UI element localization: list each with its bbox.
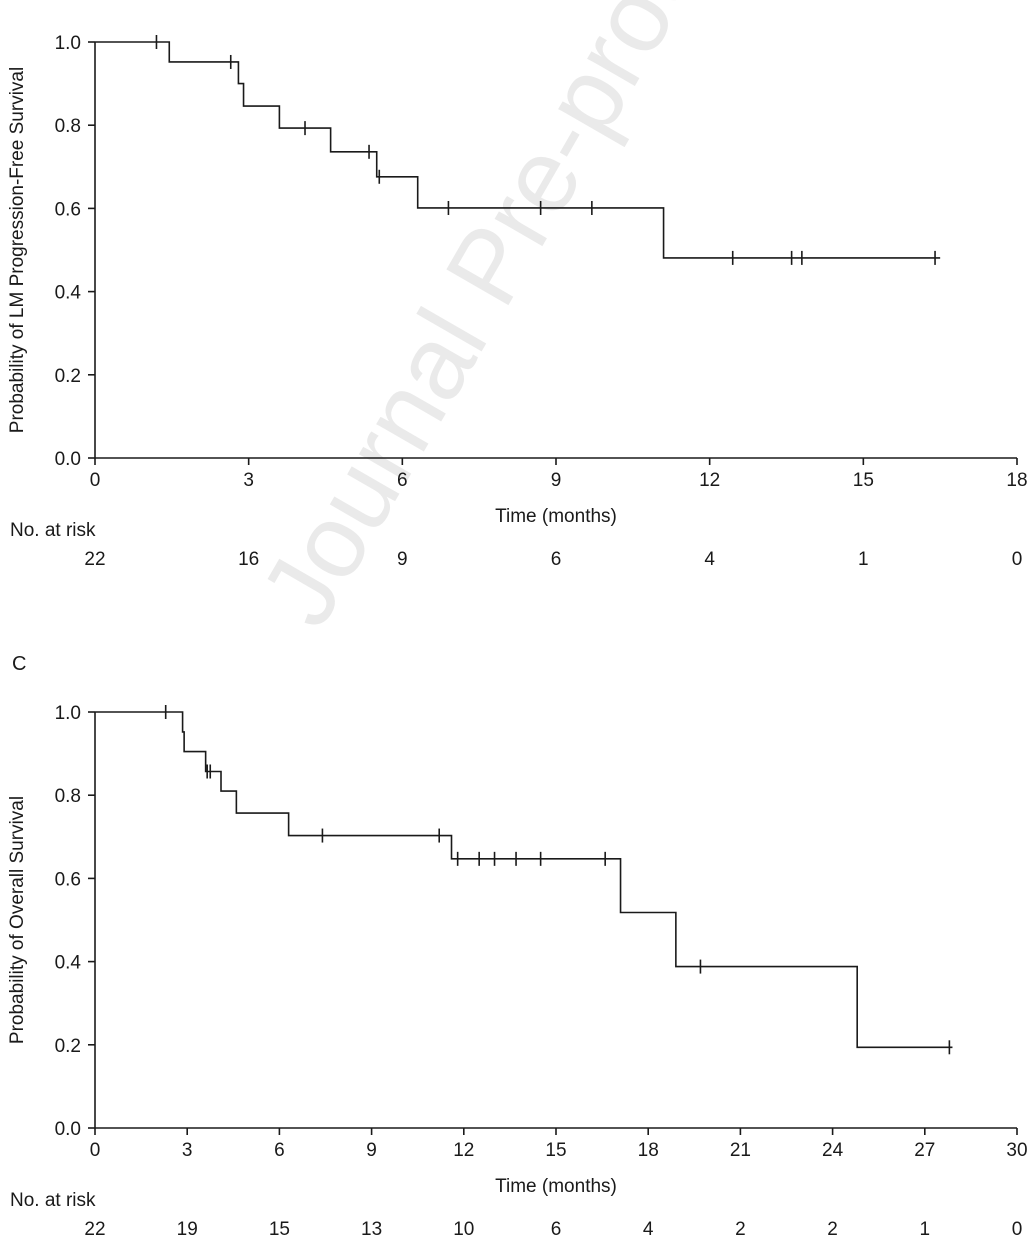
pfs-chart-panel: 0.0 0.2 0.4 0.6 0.8 1.0 0 3 6 9 12 15 18 Time (months… [7, 33, 1028, 570]
x-tick-label: 0 [90, 470, 101, 491]
x-tick-label: 27 [914, 1140, 935, 1161]
x-tick-label: 3 [182, 1140, 193, 1161]
watermark-text: Journal Pre-proof [239, 0, 742, 644]
risk-count: 4 [704, 549, 715, 570]
risk-count: 0 [1012, 549, 1023, 570]
risk-count: 2 [827, 1219, 838, 1240]
x-tick-label: 15 [853, 470, 874, 491]
x-tick-label: 9 [366, 1140, 377, 1161]
x-tick-label: 18 [638, 1140, 659, 1161]
risk-count: 2 [735, 1219, 746, 1240]
y-tick-label: 0.0 [55, 449, 81, 470]
x-tick-label: 30 [1006, 1140, 1027, 1161]
risk-count: 15 [269, 1219, 290, 1240]
y-tick-label: 0.8 [55, 116, 81, 137]
x-tick-label: 9 [551, 470, 562, 491]
y-axis-title: Probability of LM Progression-Free Survi… [7, 67, 28, 433]
y-tick-label: 0.0 [55, 1119, 81, 1140]
y-axis-title: Probability of Overall Survival [7, 796, 28, 1044]
risk-table-label: No. at risk [10, 1190, 96, 1211]
risk-count: 19 [177, 1219, 198, 1240]
y-tick-label: 1.0 [55, 33, 81, 54]
x-tick-label: 18 [1006, 470, 1027, 491]
y-tick-label: 0.6 [55, 869, 81, 890]
risk-count: 22 [84, 1219, 105, 1240]
risk-count: 6 [551, 549, 562, 570]
y-tick-label: 0.2 [55, 1036, 81, 1057]
x-tick-label: 3 [243, 470, 254, 491]
risk-count: 10 [453, 1219, 474, 1240]
y-tick-label: 0.6 [55, 199, 81, 220]
x-tick-label: 12 [453, 1140, 474, 1161]
x-axis-title: Time (months) [495, 1176, 617, 1197]
risk-count: 1 [920, 1219, 931, 1240]
os-chart-panel: C0.00.20.40.60.81.00 3 6 9 12 15 18 21 24 27 30Tim… [7, 653, 1028, 1240]
y-tick-label: 1.0 [55, 703, 81, 724]
risk-count: 9 [397, 549, 408, 570]
x-tick-label: 12 [699, 470, 720, 491]
y-tick-label: 0.4 [55, 283, 82, 304]
y-tick-label: 0.4 [55, 953, 82, 974]
survival-curve [95, 711, 953, 1049]
risk-count: 4 [643, 1219, 654, 1240]
y-tick-label: 0.2 [55, 366, 81, 387]
x-tick-label: 6 [397, 470, 408, 491]
x-tick-label: 24 [822, 1140, 844, 1161]
x-axis-title: Time (months) [495, 506, 617, 527]
risk-count: 22 [84, 549, 105, 570]
risk-count: 0 [1012, 1219, 1023, 1240]
risk-count: 16 [238, 549, 259, 570]
risk-table-label: No. at risk [10, 520, 96, 541]
x-tick-label: 15 [545, 1140, 566, 1161]
y-tick-label: 0.8 [55, 786, 81, 807]
x-tick-label: 0 [90, 1140, 101, 1161]
risk-count: 1 [858, 549, 869, 570]
risk-count: 13 [361, 1219, 382, 1240]
risk-count: 6 [551, 1219, 562, 1240]
panel-label: C [12, 653, 26, 675]
x-tick-label: 6 [274, 1140, 285, 1161]
x-tick-label: 21 [730, 1140, 751, 1161]
